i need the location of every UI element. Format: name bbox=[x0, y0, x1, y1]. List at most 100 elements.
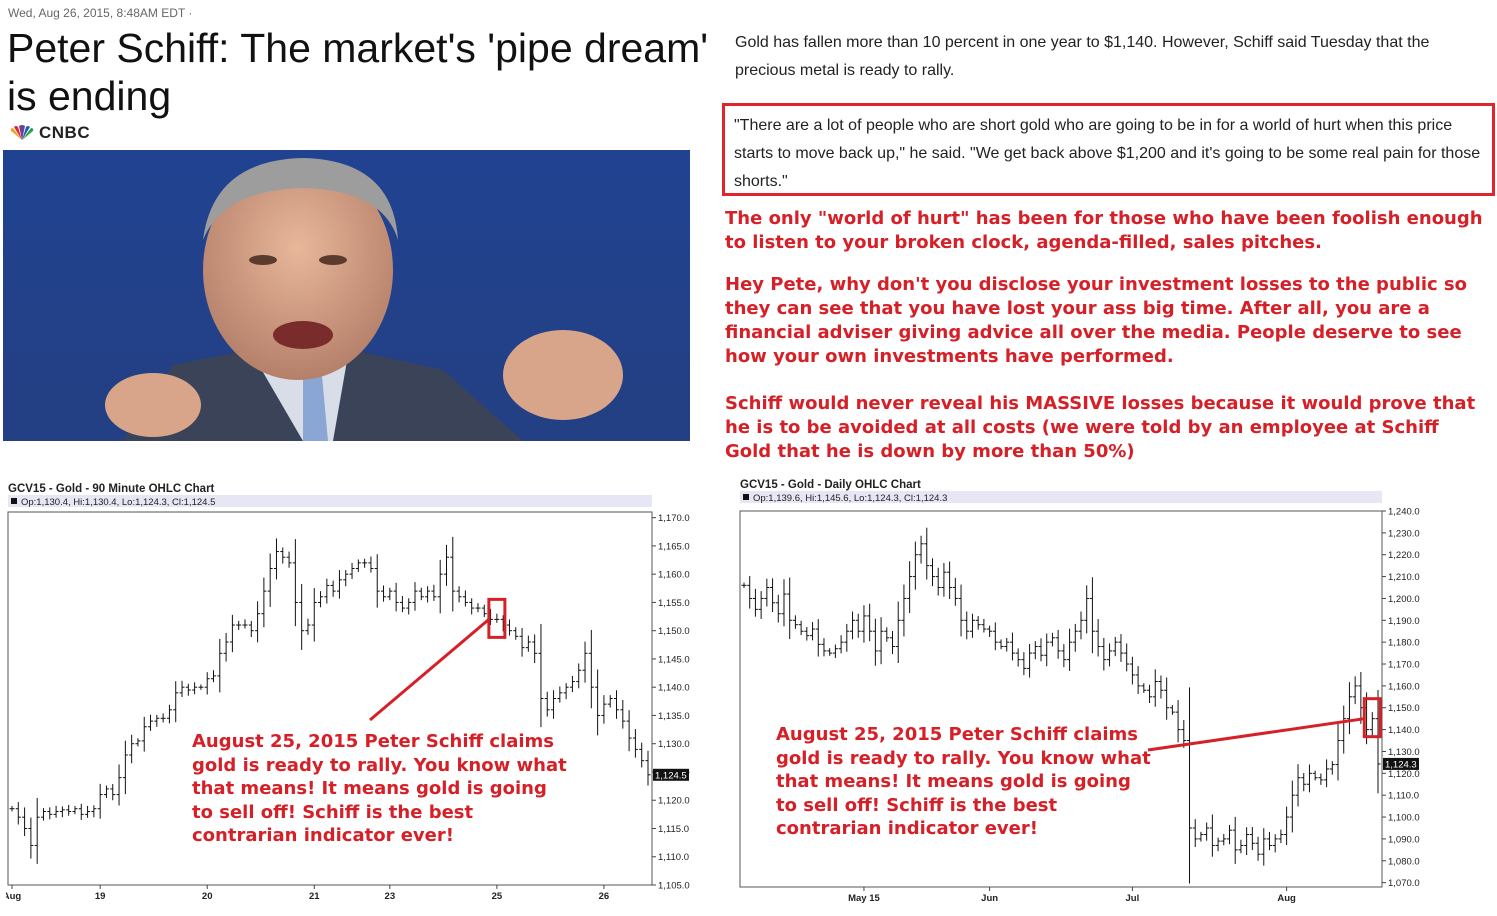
chart-90min-ohlc-bar bbox=[192, 682, 198, 695]
chart-90min-ohlc-bar bbox=[141, 716, 147, 752]
chart-90min-ohlc-label: Op:1,130.4, Hi:1,130.4, Lo:1,124.3, Cl:1… bbox=[21, 497, 215, 508]
chart-daily-ohlc-bar bbox=[1312, 770, 1318, 781]
chart-90min-ohlc-bar bbox=[217, 638, 223, 693]
chart-daily: GCV15 - Gold - Daily OHLC Chart Op:1,139.… bbox=[738, 478, 1428, 906]
chart-daily-ytick-label: 1,070.0 bbox=[1388, 878, 1420, 889]
chart-90min-ohlc-bar bbox=[595, 669, 601, 736]
chart-90min-ohlc-bar bbox=[148, 714, 154, 731]
chart-daily-ohlc-bar bbox=[1187, 687, 1193, 884]
chart-daily-ohlc-bar bbox=[1318, 773, 1324, 785]
chart-daily-ohlc-bar bbox=[1204, 822, 1210, 841]
chart-daily-ohlc-bar bbox=[1181, 720, 1187, 748]
chart-daily-ohlc-bar bbox=[958, 584, 964, 637]
chart-daily-ohlc-bar bbox=[1032, 641, 1038, 660]
chart-daily-ohlc-bar bbox=[1249, 827, 1255, 851]
chart-daily-ytick-label: 1,140.0 bbox=[1388, 725, 1420, 736]
chart-daily-ohlc-bar bbox=[1289, 780, 1295, 833]
chart-daily-ohlc-bar bbox=[821, 638, 827, 657]
chart-daily-ohlc-bar bbox=[804, 627, 810, 641]
chart-90min-ohlc-bar bbox=[506, 619, 512, 636]
chart-daily-ytick-label: 1,190.0 bbox=[1388, 616, 1420, 627]
chart-90min-ohlc-bar bbox=[368, 556, 374, 573]
chart-daily-ohlc-bar bbox=[1015, 648, 1021, 667]
chart-90min-last-price-box bbox=[653, 768, 689, 781]
chart-90min-ytick-label: 1,110.0 bbox=[658, 852, 689, 863]
chart-daily-ohlc-bar bbox=[798, 620, 804, 636]
chart-90min-ohlc-bar bbox=[620, 700, 626, 729]
chart-daily-ytick-label: 1,210.0 bbox=[1388, 572, 1420, 583]
chart-90min-ohlc-bar bbox=[185, 683, 191, 696]
chart-daily-ohlc-bar bbox=[907, 561, 913, 614]
chart-daily-ohlc-bar bbox=[1278, 829, 1284, 844]
chart-daily-ytick-label: 1,120.0 bbox=[1388, 769, 1420, 780]
chart-90min-ohlc-bar bbox=[135, 738, 141, 747]
chart-90min-ohlc-bar bbox=[223, 632, 229, 662]
chart-90min-ohlc-bar bbox=[179, 680, 185, 697]
chart-90min-series-swatch bbox=[11, 498, 17, 504]
chart-90min-ohlc-bar bbox=[431, 584, 437, 601]
chart-90min-ohlc-bar bbox=[450, 536, 456, 612]
chart-daily-ohlc-bar bbox=[935, 567, 941, 596]
chart-90min-ytick-label: 1,145.0 bbox=[658, 654, 690, 665]
chart-90min-ohlc-bar bbox=[22, 807, 28, 837]
chart-daily-ohlc-bar bbox=[861, 605, 867, 643]
chart-daily-header-band bbox=[740, 491, 1382, 503]
chart-90min-xtick-label: 25 bbox=[492, 891, 503, 902]
chart-90min-ohlc-bar bbox=[261, 577, 267, 628]
chart-90min-frame bbox=[7, 511, 653, 886]
chart-90min-svg: GCV15 - Gold - 90 Minute OHLC Chart Op:1,… bbox=[3, 483, 690, 902]
chart-daily-ohlc-bar bbox=[1067, 628, 1073, 671]
chart-daily-ohlc-bar bbox=[918, 535, 924, 564]
chart-daily-ohlc-bar bbox=[1049, 632, 1055, 647]
chart-daily-ohlc-bar bbox=[770, 578, 776, 612]
headline[interactable]: Peter Schiff: The market's 'pipe dream' … bbox=[7, 25, 709, 119]
chart-90min-ohlc-bar bbox=[607, 695, 613, 708]
chart-90min-ohlc-bar bbox=[418, 587, 424, 601]
chart-daily-ohlc-bar bbox=[1232, 816, 1238, 864]
chart-daily-ohlc-bar bbox=[1164, 677, 1170, 720]
chart-daily-ytick-label: 1,110.0 bbox=[1388, 791, 1419, 802]
chart-90min-ohlc-bar bbox=[343, 570, 349, 587]
chart-daily-ohlc-bar bbox=[838, 635, 844, 654]
chart-daily-ohlc-bar bbox=[1238, 839, 1244, 854]
chart-90min-ohlc-bar bbox=[286, 551, 292, 568]
chart-90min-xtick-label: 21 bbox=[309, 891, 320, 902]
article-body: Gold has fallen more than 10 percent in … bbox=[735, 34, 1430, 79]
chart-daily-ytick-label: 1,240.0 bbox=[1388, 507, 1420, 518]
chart-daily-ohlc-bar bbox=[1272, 834, 1278, 853]
chart-90min-ohlc-bar bbox=[557, 686, 563, 703]
chart-daily-ohlc-bar bbox=[1129, 656, 1135, 685]
chart-daily-ohlc-bar bbox=[1324, 759, 1330, 788]
chart-daily-ohlc-bar bbox=[992, 622, 998, 651]
chart-90min-ohlc-bar bbox=[645, 750, 651, 786]
chart-90min-ohlc-bar bbox=[34, 797, 40, 864]
chart-daily-ohlc-bar bbox=[775, 594, 781, 623]
chart-daily-ohlc-bar bbox=[1341, 705, 1347, 754]
chart-daily-ohlc-bar bbox=[741, 582, 747, 589]
chart-daily-ohlc-bar bbox=[912, 541, 918, 590]
chart-90min-xtick-label: 20 bbox=[202, 891, 213, 902]
chart-90min-ohlc-bar bbox=[399, 596, 405, 613]
chart-daily-xtick-label: Jun bbox=[981, 893, 998, 904]
cnbc-logo: CNBC bbox=[9, 123, 90, 143]
chart-daily-ohlc-bar bbox=[1261, 828, 1267, 866]
chart-daily-ytick-label: 1,220.0 bbox=[1388, 550, 1420, 561]
chart-daily-ohlc-bar bbox=[890, 631, 896, 655]
chart-90min-ohlc-bar bbox=[425, 586, 431, 603]
chart-90min-ohlc-bar bbox=[525, 635, 531, 652]
chart-90min-ytick-label: 1,135.0 bbox=[658, 711, 690, 722]
chart-daily-ohlc-bar bbox=[929, 558, 935, 587]
chart-90min-ohlc-bar bbox=[601, 695, 607, 724]
chart-90min-ohlc-bar bbox=[85, 805, 91, 818]
chart-daily-ohlc-bar bbox=[1175, 700, 1181, 743]
chart-90min-ytick-label: 1,140.0 bbox=[658, 683, 690, 694]
chart-90min-ohlc-bar bbox=[129, 734, 135, 764]
chart-daily-ohlc-bar bbox=[832, 644, 838, 659]
chart-daily-ohlc-bar bbox=[1152, 669, 1158, 707]
chart-90min: GCV15 - Gold - 90 Minute OHLC Chart Op:1,… bbox=[3, 482, 696, 906]
chart-90min-xtick-label: 19 bbox=[95, 891, 106, 902]
chart-daily-ohlc-bar bbox=[1215, 837, 1221, 852]
chart-daily-ohlc-bar bbox=[1295, 764, 1301, 807]
chart-daily-ohlc-bar bbox=[1112, 636, 1118, 657]
chart-90min-ohlc-bar bbox=[588, 629, 594, 709]
